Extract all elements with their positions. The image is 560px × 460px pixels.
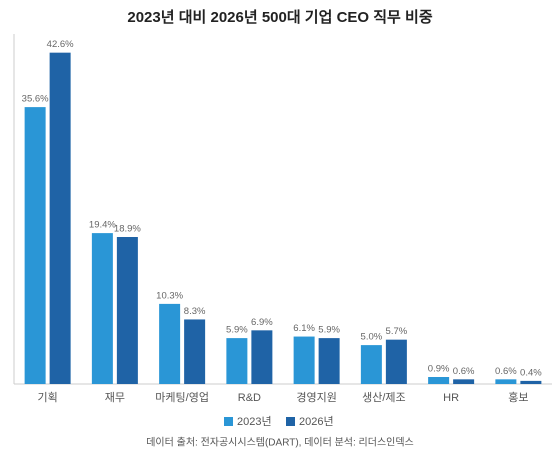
bar	[49, 52, 71, 385]
value-label: 10.3%	[156, 290, 183, 301]
source: 데이터 출처: 전자공시시스템(DART), 데이터 분석: 리더스인덱스	[146, 437, 414, 449]
value-label: 8.3%	[184, 306, 206, 317]
bar	[318, 338, 340, 384]
bar	[116, 237, 138, 384]
bar	[495, 379, 517, 384]
value-label: 5.9%	[318, 325, 340, 336]
value-label: 42.6%	[47, 39, 74, 50]
value-label: 6.1%	[293, 323, 315, 334]
chart-title: 2023년 대비 2026년 500대 기업 CEO 직무 비중	[127, 8, 432, 26]
x-tick-label: R&D	[238, 392, 261, 404]
value-label: 18.9%	[114, 224, 141, 235]
x-tick-label: 기획	[38, 391, 58, 404]
bar	[159, 303, 181, 384]
value-label: 6.9%	[251, 317, 273, 328]
bar	[293, 336, 315, 384]
legend-label: 2023년	[237, 415, 272, 428]
bar	[520, 380, 542, 384]
value-label: 19.4%	[89, 220, 116, 231]
x-tick-label: 생산/제조	[362, 391, 406, 404]
value-label: 5.7%	[386, 326, 408, 337]
value-label: 0.6%	[495, 366, 517, 377]
value-label: 0.9%	[428, 364, 450, 375]
bar	[453, 379, 475, 384]
value-label: 0.6%	[453, 366, 475, 377]
bar	[24, 107, 46, 384]
x-tick-label: 홍보	[508, 390, 528, 404]
value-label: 5.9%	[226, 325, 248, 336]
bar	[251, 330, 273, 384]
x-tick-label: HR	[443, 392, 459, 404]
legend-swatch	[224, 417, 233, 426]
bar	[385, 339, 407, 384]
bar	[91, 233, 113, 384]
bar	[428, 377, 450, 384]
x-tick-label: 재무	[105, 391, 125, 404]
value-label: 0.4%	[520, 367, 542, 378]
legend-label: 2026년	[299, 415, 334, 428]
bar	[360, 345, 382, 384]
legend-swatch	[286, 417, 295, 426]
value-label: 5.0%	[361, 332, 383, 343]
x-tick-label: 마케팅/영업	[155, 391, 209, 404]
bar	[184, 319, 206, 384]
bar	[226, 338, 248, 384]
x-tick-label: 경영지원	[296, 391, 336, 404]
value-label: 35.6%	[22, 94, 49, 105]
